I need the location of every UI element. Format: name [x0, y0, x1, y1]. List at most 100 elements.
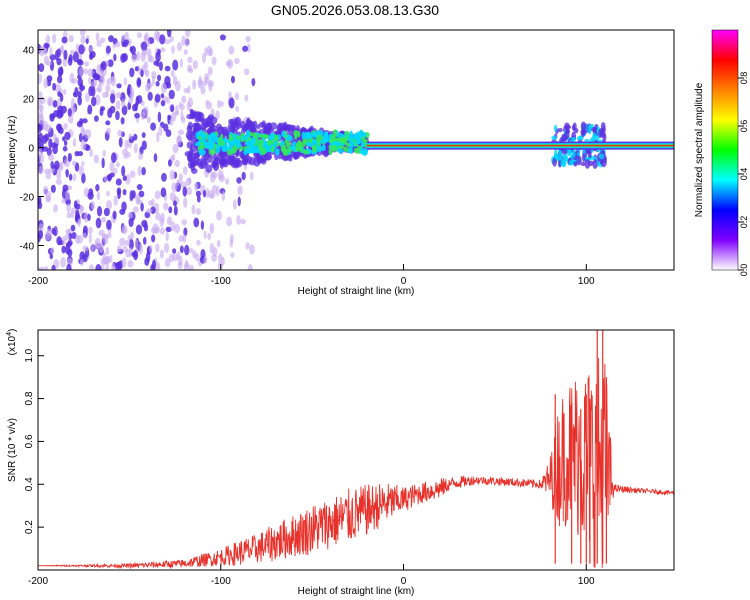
noise-blob: [89, 148, 94, 157]
noise-blob: [155, 212, 161, 221]
band-core: [255, 147, 259, 152]
noise-blob: [118, 137, 123, 148]
noise-blob: [234, 92, 240, 101]
noise-blob: [44, 168, 51, 174]
y-tick-label: 0.6: [24, 434, 35, 448]
noise-blob: [200, 85, 206, 95]
noise-blob: [48, 138, 53, 149]
noise-blob: [180, 110, 184, 121]
noise-blob: [106, 233, 112, 239]
noise-blob: [226, 216, 233, 227]
noise-blob: [216, 210, 222, 221]
noise-blob: [70, 224, 76, 232]
band-core: [285, 140, 291, 149]
noise-blob: [38, 147, 43, 159]
noise-blob: [56, 170, 62, 180]
noise-blob: [125, 173, 131, 185]
snr-x-label: Height of straight line (km): [298, 586, 415, 597]
y-tick-label: 0.2: [24, 520, 35, 534]
spectrogram-x-label: Height of straight line (km): [298, 286, 415, 297]
noise-blob: [147, 91, 153, 101]
band-core: [281, 145, 286, 153]
y-tick-label: -40: [20, 242, 35, 253]
noise-blob: [63, 139, 68, 146]
noise-blob: [81, 161, 85, 167]
band-blob: [241, 159, 247, 166]
snr-y-label: SNR (10 * v/v): [7, 418, 18, 482]
noise-blob: [121, 165, 126, 177]
noise-blob: [63, 30, 68, 39]
noise-blob: [251, 78, 256, 87]
noise-blob: [228, 97, 235, 109]
noise-blob: [166, 30, 172, 38]
burst-blob: [573, 161, 578, 167]
band-core: [258, 133, 263, 138]
noise-blob: [202, 189, 207, 198]
noise-blob: [205, 99, 210, 105]
snr-frame: [37, 329, 675, 571]
noise-blob: [57, 66, 64, 76]
colorbar-label: Normalized spectral amplitude: [694, 82, 705, 217]
noise-blob: [67, 114, 74, 124]
band-core: [301, 131, 306, 140]
noise-blob: [177, 129, 185, 136]
band-blob: [281, 123, 289, 131]
noise-blob: [136, 77, 142, 88]
band-blob: [222, 155, 229, 165]
noise-blob: [175, 104, 179, 115]
noise-blob: [128, 97, 134, 105]
noise-blob: [220, 101, 224, 107]
noise-blob: [100, 60, 107, 71]
noise-blob: [143, 223, 149, 232]
band-core: [281, 131, 286, 138]
noise-blob: [159, 249, 164, 259]
noise-blob: [124, 139, 129, 150]
burst-blob: [582, 153, 586, 163]
noise-blob: [40, 266, 45, 270]
noise-blob: [72, 173, 77, 182]
noise-blob: [196, 239, 201, 246]
noise-blob: [193, 217, 200, 228]
noise-blob: [136, 51, 140, 62]
noise-blob: [201, 52, 207, 64]
noise-blob: [155, 80, 160, 87]
noise-blob: [168, 89, 175, 100]
noise-blob: [134, 66, 139, 72]
noise-blob: [106, 190, 110, 197]
noise-blob: [176, 42, 183, 52]
noise-blob: [44, 133, 50, 142]
noise-blob: [90, 96, 97, 107]
noise-blob: [51, 33, 57, 44]
noise-blob: [138, 152, 144, 160]
burst-blob: [587, 124, 592, 135]
noise-blob: [136, 197, 141, 205]
noise-blob: [184, 259, 189, 268]
noise-blob: [128, 238, 134, 250]
noise-blob: [99, 107, 104, 116]
noise-blob: [132, 104, 137, 112]
noise-blob: [242, 45, 249, 52]
noise-blob: [178, 255, 183, 266]
noise-blob: [129, 46, 133, 53]
noise-blob: [106, 219, 112, 230]
noise-blob: [107, 59, 114, 67]
noise-blob: [141, 132, 146, 139]
noise-blob: [198, 75, 202, 87]
burst-blob: [552, 157, 557, 167]
noise-blob: [175, 80, 181, 92]
x-tick-label: 100: [578, 576, 595, 587]
band-core: [270, 132, 275, 141]
noise-blob: [52, 204, 58, 213]
y-tick-label: 0: [28, 144, 34, 155]
colorbar-tick-label: 0.2: [739, 216, 749, 229]
snr-scale-exp: 4: [6, 332, 13, 336]
noise-blob: [131, 54, 137, 63]
noise-blob: [221, 190, 226, 202]
noise-blob: [38, 99, 43, 110]
noise-blob: [60, 44, 65, 55]
noise-blob: [146, 39, 151, 48]
band-blob: [189, 147, 194, 157]
noise-blob: [110, 152, 117, 164]
noise-blob: [74, 86, 79, 98]
noise-blob: [109, 93, 116, 104]
